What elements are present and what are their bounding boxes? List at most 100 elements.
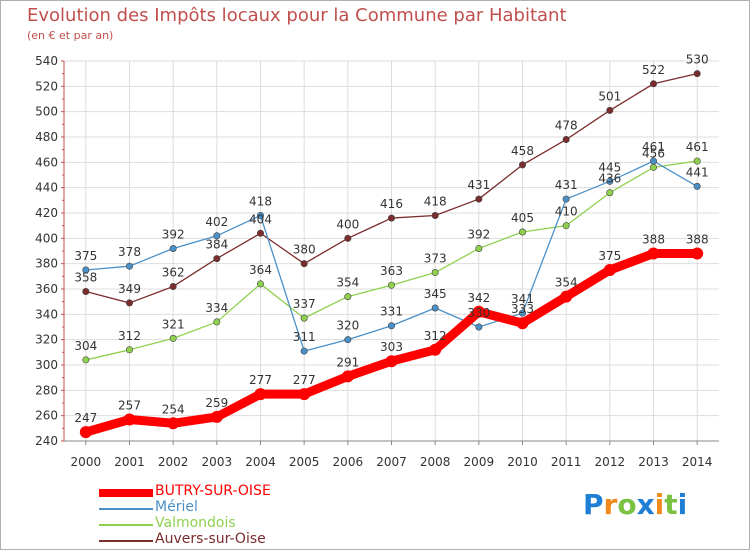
data-point-valmondois <box>256 280 264 288</box>
data-point-butry-sur-oise <box>472 305 485 318</box>
legend-swatch <box>99 540 153 542</box>
data-label-m-riel: 320 <box>336 319 359 333</box>
data-point-auvers-sur-oise <box>213 255 221 263</box>
data-label-valmondois: 461 <box>686 140 709 154</box>
data-point-butry-sur-oise <box>603 264 616 276</box>
data-label-valmondois: 363 <box>380 264 403 278</box>
x-tick-label: 2004 <box>245 455 276 469</box>
data-label-m-riel: 311 <box>293 330 316 344</box>
x-tick-label: 2007 <box>376 455 407 469</box>
data-label-m-riel: 431 <box>555 178 578 192</box>
logo-letter: x <box>636 488 655 521</box>
data-point-auvers-sur-oise <box>82 288 90 296</box>
data-label-butry-sur-oise: 247 <box>74 411 97 425</box>
data-point-butry-sur-oise <box>123 413 136 426</box>
logo-letter: i <box>677 488 688 521</box>
data-label-m-riel: 341 <box>511 292 534 306</box>
data-point-valmondois <box>562 222 570 230</box>
data-label-auvers-sur-oise: 362 <box>162 265 185 279</box>
brand-logo: Proxiti <box>583 488 687 521</box>
data-label-butry-sur-oise: 254 <box>162 402 185 416</box>
data-label-valmondois: 373 <box>424 252 447 266</box>
data-label-butry-sur-oise: 342 <box>467 291 490 305</box>
data-label-butry-sur-oise: 388 <box>686 233 709 247</box>
data-label-valmondois: 405 <box>511 211 534 225</box>
data-point-auvers-sur-oise <box>169 282 177 290</box>
chart-title: Evolution des Impôts locaux pour la Comm… <box>27 5 567 26</box>
data-point-valmondois <box>606 189 614 197</box>
data-label-m-riel: 402 <box>205 215 228 229</box>
data-point-butry-sur-oise <box>691 247 704 260</box>
data-label-m-riel: 375 <box>74 249 97 263</box>
data-point-valmondois <box>518 228 526 236</box>
x-tick-label: 2001 <box>114 455 145 469</box>
data-point-m-riel <box>169 244 177 252</box>
y-tick-label: 540 <box>35 54 58 68</box>
x-tick-label: 2009 <box>464 455 495 469</box>
data-label-valmondois: 334 <box>205 301 228 315</box>
data-point-auvers-sur-oise <box>387 214 395 222</box>
data-point-m-riel <box>387 322 395 330</box>
axes: 240 260 280 300 320 340 360 380 400 420 440 460 480 5… <box>35 54 719 469</box>
data-point-auvers-sur-oise <box>126 299 134 307</box>
x-tick-label: 2005 <box>289 455 320 469</box>
y-tick-label: 480 <box>35 130 58 144</box>
data-label-valmondois: 364 <box>249 263 272 277</box>
logo-letter: i <box>654 488 665 521</box>
data-label-m-riel: 330 <box>467 306 490 320</box>
data-point-auvers-sur-oise <box>256 229 264 237</box>
y-tick-label: 240 <box>35 434 58 448</box>
data-label-auvers-sur-oise: 404 <box>249 212 272 226</box>
data-label-valmondois: 312 <box>118 329 141 343</box>
data-point-butry-sur-oise <box>560 290 573 303</box>
data-label-auvers-sur-oise: 522 <box>642 63 665 77</box>
y-tick-label: 440 <box>35 181 58 195</box>
data-label-valmondois: 392 <box>467 227 490 241</box>
data-label-m-riel: 378 <box>118 245 141 259</box>
data-point-auvers-sur-oise <box>300 260 308 268</box>
data-label-auvers-sur-oise: 349 <box>118 282 141 296</box>
data-point-auvers-sur-oise <box>606 106 614 114</box>
data-label-auvers-sur-oise: 458 <box>511 144 534 158</box>
logo-letter: r <box>603 488 618 521</box>
data-label-butry-sur-oise: 388 <box>642 233 665 247</box>
data-point-valmondois <box>475 244 483 252</box>
data-point-m-riel <box>344 336 352 344</box>
y-tick-label: 320 <box>35 333 58 347</box>
data-label-butry-sur-oise: 303 <box>380 340 403 354</box>
data-point-auvers-sur-oise <box>649 80 657 88</box>
x-tick-label: 2010 <box>507 455 538 469</box>
x-tick-label: 2003 <box>202 455 233 469</box>
data-point-butry-sur-oise <box>429 343 442 356</box>
y-tick-label: 460 <box>35 155 58 169</box>
data-label-m-riel: 461 <box>642 140 665 154</box>
data-point-m-riel <box>82 266 90 274</box>
data-point-butry-sur-oise <box>298 388 311 401</box>
data-label-auvers-sur-oise: 358 <box>74 271 97 285</box>
data-label-m-riel: 418 <box>249 195 272 209</box>
logo-letter: t <box>664 488 678 521</box>
data-point-auvers-sur-oise <box>693 70 701 78</box>
data-label-auvers-sur-oise: 380 <box>293 243 316 257</box>
data-label-m-riel: 445 <box>598 160 621 174</box>
y-tick-label: 420 <box>35 206 58 220</box>
x-tick-label: 2012 <box>595 455 626 469</box>
data-point-valmondois <box>649 163 657 171</box>
data-point-valmondois <box>82 356 90 364</box>
data-label-auvers-sur-oise: 418 <box>424 195 447 209</box>
y-tick-label: 380 <box>35 257 58 271</box>
data-label-butry-sur-oise: 277 <box>293 373 316 387</box>
data-label-butry-sur-oise: 259 <box>205 396 228 410</box>
x-tick-label: 2002 <box>158 455 189 469</box>
data-label-valmondois: 304 <box>74 339 97 353</box>
logo-letter: o <box>617 488 637 521</box>
data-point-m-riel <box>475 323 483 331</box>
data-point-m-riel <box>300 347 308 355</box>
x-tick-label: 2013 <box>638 455 669 469</box>
y-tick-label: 260 <box>35 409 58 423</box>
data-label-m-riel: 392 <box>162 227 185 241</box>
y-tick-label: 280 <box>35 383 58 397</box>
data-labels: 358 349 362 384 404 380 400 416 418 431 458 478 501 5… <box>74 53 708 425</box>
